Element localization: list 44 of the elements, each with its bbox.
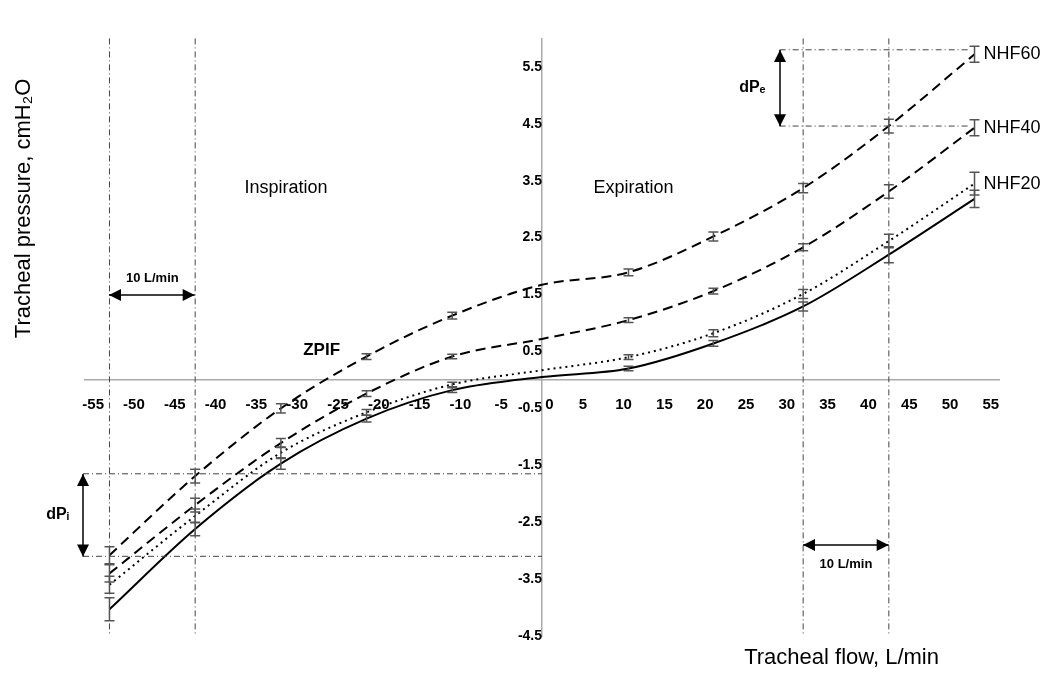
x-tick-label: -5 <box>494 395 508 413</box>
x-tick-label: -20 <box>367 395 390 413</box>
x-tick-label: 10 <box>615 395 632 413</box>
x-tick-label: 55 <box>982 395 1000 413</box>
annotation: Inspiration <box>244 176 328 197</box>
y-tick-label: 2.5 <box>522 228 543 245</box>
x-tick-label: 20 <box>696 395 714 413</box>
y-tick-label: -3.5 <box>517 569 543 586</box>
x-tick-label: 5 <box>578 395 587 413</box>
x-tick-label: 15 <box>656 395 673 413</box>
annotation: 10 L/min <box>125 270 179 286</box>
annotation: dPₑ <box>739 78 766 96</box>
series-label: NHF60 <box>983 43 1041 64</box>
y-tick-label: -0.5 <box>517 399 543 416</box>
x-tick-label: -35 <box>245 395 268 413</box>
x-tick-label: 50 <box>941 395 959 413</box>
x-tick-label: -45 <box>163 395 186 413</box>
x-tick-label: -55 <box>82 395 104 413</box>
x-tick-label: -30 <box>286 395 309 413</box>
y-tick-label: -2.5 <box>517 513 543 530</box>
y-tick-label: -1.5 <box>517 456 543 473</box>
annotation: 10 L/min <box>819 556 873 572</box>
y-axis-title: Tracheal pressure, cmH₂O <box>10 78 35 339</box>
x-tick-label: -50 <box>123 395 145 413</box>
x-tick-label: 35 <box>819 395 836 413</box>
x-tick-label: -40 <box>204 395 227 413</box>
x-tick-label: 0 <box>545 395 554 413</box>
series-label: NHF40 <box>983 116 1041 137</box>
x-tick-label: 45 <box>900 395 918 413</box>
annotation: Expiration <box>593 176 674 197</box>
annotation: ZPIF <box>303 339 341 359</box>
x-axis-title: Tracheal flow, L/min <box>744 644 939 669</box>
y-tick-label: 4.5 <box>522 114 543 131</box>
y-tick-label: 5.5 <box>522 57 543 74</box>
series-label: NHF20 <box>983 172 1041 193</box>
x-tick-label: -25 <box>327 395 349 413</box>
x-tick-label: 30 <box>778 395 796 413</box>
x-tick-label: 40 <box>860 395 877 413</box>
text: dPᵢ <box>46 505 69 523</box>
x-tick-label: -10 <box>449 395 472 413</box>
y-tick-label: -4.5 <box>517 626 543 643</box>
y-tick-label: 0.5 <box>522 342 543 359</box>
y-tick-label: 3.5 <box>522 171 543 188</box>
x-tick-label: 25 <box>737 395 755 413</box>
